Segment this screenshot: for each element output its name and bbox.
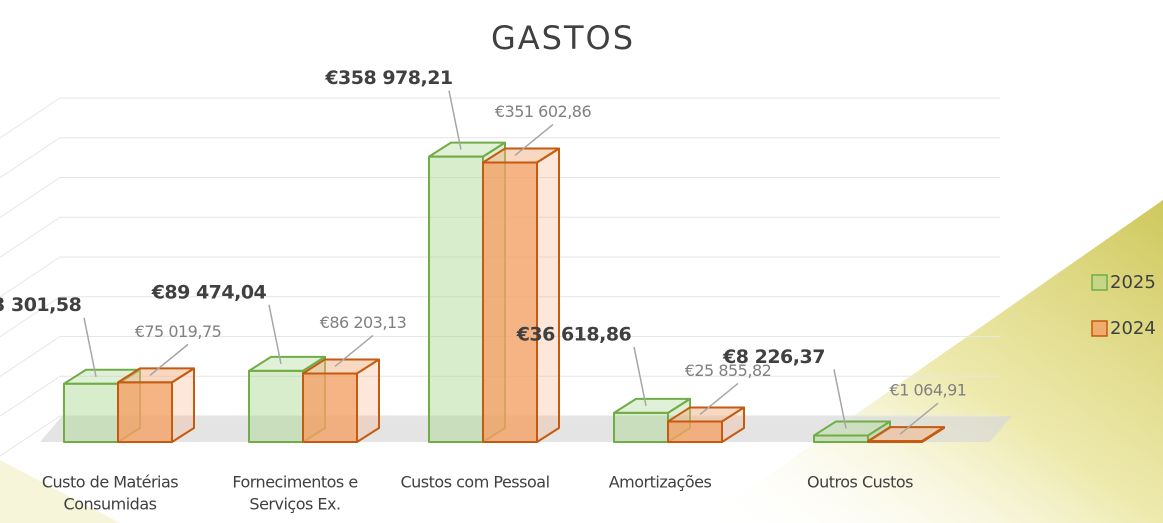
chart: GASTOS Custo de Matérias Consumidas €73 30… <box>0 0 1163 523</box>
leader-line <box>269 305 281 364</box>
data-label: €75 019,75 <box>135 322 222 341</box>
bar-side <box>537 148 559 442</box>
background-streak <box>0 460 120 523</box>
data-label: €358 978,21 <box>324 67 452 89</box>
data-label: €89 474,04 <box>151 281 267 303</box>
bar <box>249 371 303 442</box>
leader-line <box>449 91 461 150</box>
x-tick-label: Serviços Ex. <box>249 495 340 514</box>
legend-label: 2025 <box>1110 272 1156 293</box>
x-tick-label: Amortizações <box>609 473 712 492</box>
data-label: €8 226,37 <box>722 346 825 368</box>
bar <box>303 373 357 442</box>
bar <box>668 421 722 442</box>
data-label: €86 203,13 <box>320 313 407 332</box>
x-tick-label: Custos com Pessoal <box>400 473 549 492</box>
bar <box>483 162 537 442</box>
legend-label: 2024 <box>1110 318 1156 339</box>
x-tick-label: Custo de Matérias <box>42 473 178 492</box>
leader-line <box>84 318 96 377</box>
data-label: €73 301,58 <box>0 294 82 316</box>
x-tick-label: Consumidas <box>64 495 157 514</box>
bar <box>64 384 118 442</box>
legend-swatch <box>1092 275 1107 290</box>
x-tick-label: Outros Custos <box>807 473 913 492</box>
x-tick-label: Fornecimentos e <box>232 473 357 492</box>
chart-title: GASTOS <box>491 19 635 57</box>
data-label: €351 602,86 <box>495 102 592 121</box>
bar <box>814 435 868 442</box>
bar <box>614 413 668 442</box>
legend-swatch <box>1092 321 1107 336</box>
bar <box>118 382 172 442</box>
data-label: €1 064,91 <box>890 381 967 400</box>
bar <box>868 441 922 442</box>
bar <box>429 157 483 442</box>
data-label: €36 618,86 <box>516 323 632 345</box>
